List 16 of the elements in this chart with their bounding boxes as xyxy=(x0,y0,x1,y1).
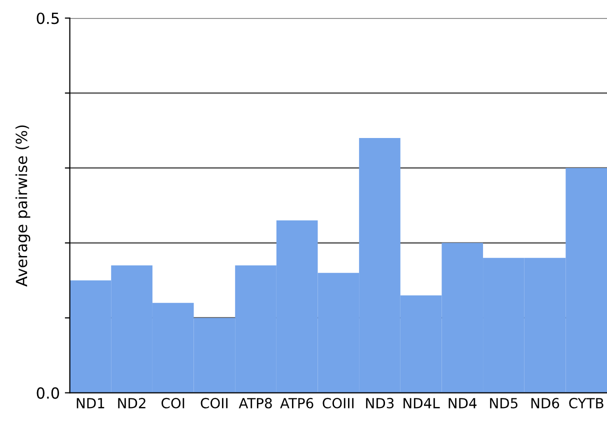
x-tick-label: ND2 xyxy=(118,398,146,408)
x-tick-label: COIII xyxy=(322,398,354,408)
x-tick-label: ND5 xyxy=(490,398,518,408)
x-tick-label: ND1 xyxy=(76,398,104,408)
y-tick-label: 0.5 xyxy=(36,12,59,24)
x-tick-label: ATP8 xyxy=(238,398,272,408)
x-tick-label: ATP6 xyxy=(280,398,314,408)
x-tick-label: ND6 xyxy=(531,398,560,408)
x-tick-label: ND4 xyxy=(448,398,477,408)
x-tick-label: COII xyxy=(200,398,228,408)
x-tick-label: CYTB xyxy=(569,398,604,408)
y-axis-title: Average pairwise (%) xyxy=(15,125,30,287)
x-tick-label: ND4L xyxy=(404,398,440,408)
y-tick-label: 0.0 xyxy=(36,387,60,399)
x-tick-label: COI xyxy=(162,398,184,408)
x-tick-label: ND3 xyxy=(366,398,394,408)
